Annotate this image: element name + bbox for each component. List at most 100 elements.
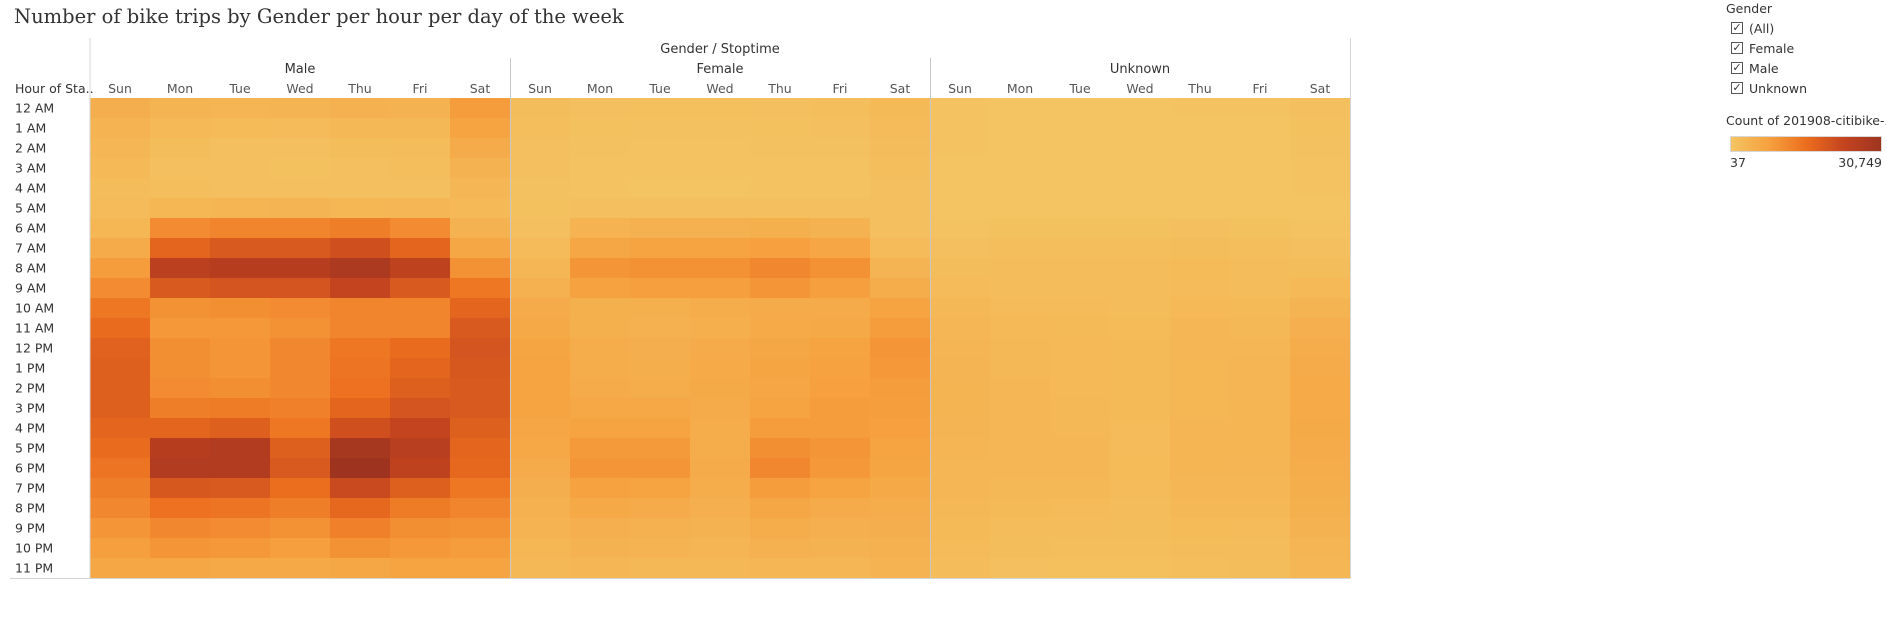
heatmap-cell [90, 278, 151, 299]
heatmap-cell [750, 438, 811, 459]
heatmap-cell [390, 498, 451, 519]
day-label: Wed [1126, 81, 1153, 96]
heatmap-cell [390, 178, 451, 199]
heatmap-cell [210, 318, 271, 339]
heatmap-cell [810, 378, 871, 399]
day-label: Tue [228, 81, 251, 96]
heatmap-cell [690, 238, 751, 259]
day-label: Sun [528, 81, 552, 96]
heatmap-cell [750, 518, 811, 539]
heatmap-cell [510, 418, 571, 439]
day-label: Thu [767, 81, 791, 96]
heatmap-cell [210, 118, 271, 139]
heatmap-cell [1110, 398, 1171, 419]
checkbox-icon[interactable]: ✓ [1731, 61, 1743, 74]
heatmap-cell [150, 398, 211, 419]
heatmap-cell [390, 158, 451, 179]
heatmap-cell [690, 418, 751, 439]
checkbox-icon[interactable]: ✓ [1731, 21, 1743, 34]
heatmap-cell [150, 458, 211, 479]
heatmap-cell [330, 178, 391, 199]
heatmap-cell [1170, 298, 1231, 319]
heatmap-cell [450, 378, 511, 399]
heatmap-cell [810, 518, 871, 539]
heatmap-cell [1290, 418, 1351, 439]
heatmap-cell [690, 438, 751, 459]
heatmap-cell [870, 338, 931, 359]
heatmap-cell [90, 378, 151, 399]
column-header-label: Gender / Stoptime [660, 42, 779, 57]
heatmap-cell [990, 118, 1051, 139]
heatmap-cell [870, 298, 931, 319]
heatmap-cell [990, 318, 1051, 339]
checkbox-icon[interactable]: ✓ [1731, 41, 1743, 54]
heatmap-cell [210, 138, 271, 159]
heatmap-cell [450, 418, 511, 439]
heatmap-cell [330, 538, 391, 559]
heatmap-cell [930, 538, 991, 559]
filter-item-all[interactable]: ✓ (All) [1726, 18, 1886, 38]
filter-item-unknown[interactable]: ✓ Unknown [1726, 78, 1886, 98]
day-label: Sat [1310, 81, 1331, 96]
filter-title: Gender [1726, 1, 1773, 16]
heatmap-cell [1110, 378, 1171, 399]
heatmap-cell [690, 138, 751, 159]
hour-label: 11 PM [15, 561, 53, 576]
heatmap-cell [1170, 438, 1231, 459]
heatmap-cell [750, 398, 811, 419]
heatmap-cell [450, 158, 511, 179]
heatmap-cell [870, 178, 931, 199]
heatmap-cell [1290, 338, 1351, 359]
heatmap-cell [270, 198, 331, 219]
heatmap-cell [1110, 118, 1171, 139]
heatmap-cell [450, 118, 511, 139]
heatmap-cell [990, 358, 1051, 379]
heatmap-cell [1170, 338, 1231, 359]
heatmap-cell [1110, 278, 1171, 299]
heatmap-cell [390, 558, 451, 579]
heatmap-cell [330, 378, 391, 399]
heatmap-cell [690, 498, 751, 519]
heatmap-cell [570, 298, 631, 319]
heatmap-cell [330, 218, 391, 239]
heatmap-cell [150, 558, 211, 579]
heatmap-cell [1290, 478, 1351, 499]
heatmap-cell [450, 338, 511, 359]
heatmap-cell [690, 518, 751, 539]
heatmap-cell [330, 198, 391, 219]
heatmap-cell [690, 378, 751, 399]
heatmap-cell [1050, 378, 1111, 399]
heatmap-cell [1050, 158, 1111, 179]
heatmap-cell [990, 98, 1051, 119]
filter-item-male[interactable]: ✓ Male [1726, 58, 1886, 78]
heatmap-cell [1050, 498, 1111, 519]
day-label: Mon [167, 81, 193, 96]
heatmap-cell [930, 178, 991, 199]
heatmap-cell [1050, 178, 1111, 199]
heatmap-cell [630, 458, 691, 479]
heatmap-cell [750, 378, 811, 399]
heatmap-cell [630, 378, 691, 399]
checkbox-icon[interactable]: ✓ [1731, 81, 1743, 94]
heatmap-cell [330, 498, 391, 519]
heatmap-cell [210, 258, 271, 279]
heatmap-cell [990, 378, 1051, 399]
heatmap-cell [270, 278, 331, 299]
heatmap-cell [810, 458, 871, 479]
heatmap-cell [1170, 318, 1231, 339]
heatmap-cell [1290, 358, 1351, 379]
heatmap-cell [690, 478, 751, 499]
heatmap-cell [630, 398, 691, 419]
heatmap-cell [750, 218, 811, 239]
heatmap-cell [990, 278, 1051, 299]
heatmap-cell [1290, 518, 1351, 539]
heatmap-cell [390, 438, 451, 459]
heatmap-cell [690, 298, 751, 319]
heatmap-cell [210, 198, 271, 219]
heatmap-cell [1230, 398, 1291, 419]
heatmap-cell [750, 98, 811, 119]
filter-item-female[interactable]: ✓ Female [1726, 38, 1886, 58]
heatmap-cell [630, 498, 691, 519]
heatmap-cell [1110, 238, 1171, 259]
day-label: Tue [1068, 81, 1091, 96]
